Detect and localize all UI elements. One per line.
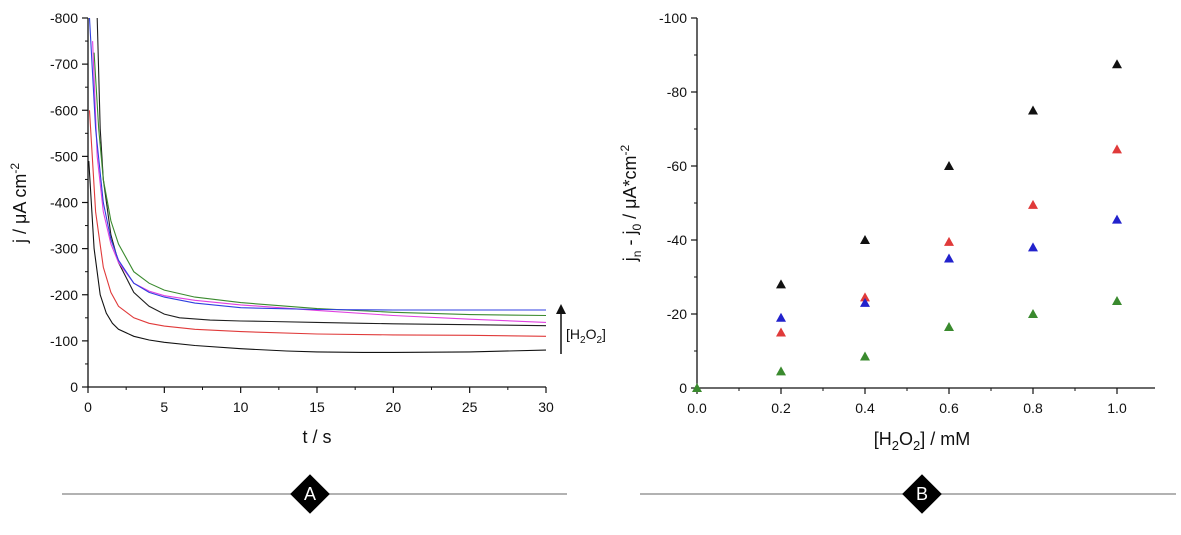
panel-a-x-tick-label: 30 [538,399,554,415]
panel-a-arrow-label: [H2O2] [566,326,606,346]
panel-a-y-tick-label: -300 [50,241,78,257]
panel-b-point-s4 [860,351,870,361]
panel-a-y-tick-label: -600 [50,102,78,118]
panel-a-y-tick-label: -700 [50,56,78,72]
panel-b-point-s4 [692,383,702,392]
panel-a-x-label: t / s [302,427,331,447]
panel-a-series-line-6 [88,160,546,353]
panel-a-y-tick-label: -400 [50,195,78,211]
panel-a-y-tick-label: -800 [50,10,78,26]
panel-b-point-s3 [860,297,870,307]
panel-a-badge-label: A [304,484,316,504]
panel-b-x-tick-label: 0.4 [855,400,875,416]
panel-b-point-s1 [1112,59,1122,69]
panel-a-y-tick-label: -100 [50,333,78,349]
panel-b-x-tick-label: 0.2 [771,400,791,416]
panel-a-series-line-2 [93,52,546,317]
panel-a-series-line-3 [92,41,546,323]
panel-a-diamond [290,474,330,514]
panel-b-point-s4 [1028,309,1038,318]
panel-b-y-tick-label: -60 [667,158,687,174]
panel-a-x-tick-label: 15 [309,399,325,415]
panel-b-point-s1 [776,279,786,289]
panel-b-x-tick-label: 1.0 [1107,400,1127,416]
panel-a-y-tick-label: -200 [50,287,78,303]
panel-a-series-line-5 [88,110,546,337]
panel-b-point-s1 [860,235,870,244]
panel-b-x-tick-label: 0.0 [687,400,707,416]
panel-a-x-tick-label: 5 [160,399,168,415]
panel-b-y-tick-label: -20 [667,306,687,322]
panel-b-y-label: jn - j0 / μA*cm-2 [618,144,644,262]
panel-a-series-line-4 [88,18,546,311]
panel-b-diamond [902,474,942,514]
panel-a-y-tick-label: 0 [70,379,78,395]
panel-a-x-tick-label: 10 [233,399,249,415]
panel-b-point-s1 [1028,105,1038,115]
panel-b-point-s2 [1028,199,1038,209]
panel-b-point-s3 [1028,242,1038,252]
panel-b-chart: 0 -20 -40 -60 -80 -100 0.0 0.2 0.4 0.6 0.8 1.0 [H2O2… [618,10,1155,453]
panel-b-y-tick-label: 0 [679,380,687,396]
panel-a-y-tick-label: -500 [50,148,78,164]
panel-b-point-s4 [776,366,786,376]
panel-b-point-s4 [944,321,954,331]
panel-b-point-s2 [860,292,870,302]
panel-b-y-tick-label: -40 [667,232,687,248]
panel-b-x-label: [H2O2] / mM [874,429,970,453]
panel-b-point-s3 [944,253,954,263]
panel-b-y-tick-label: -100 [659,10,687,26]
panel-a-y-label: j / μA cm-2 [8,163,30,244]
panel-b-badge-label: B [916,484,928,504]
panel-b-point-s3 [776,312,786,322]
panel-a-x-tick-label: 0 [84,399,92,415]
panel-b-badge: B [640,474,1176,514]
panel-a-trend-arrow-head [556,304,566,314]
panel-b-point-s3 [1112,214,1122,224]
panel-a-x-tick-label: 25 [462,399,478,415]
panel-a-x-tick-label: 20 [386,399,402,415]
panel-a-series-line-1 [96,18,546,327]
panel-b-x-tick-label: 0.6 [939,400,959,416]
panel-b-point-s2 [776,327,786,337]
panel-b-point-s2 [944,236,954,246]
panel-b-y-tick-label: -80 [667,84,687,100]
panel-a-chart: 0 -100 -200 -300 -400 -500 -600 -700 -800 0 5 10 15 2… [8,10,606,447]
panel-b-point-s1 [944,161,954,170]
panel-a-badge: A [62,474,567,514]
panel-b-point-s4 [1112,296,1122,306]
panel-b-point-s2 [1112,144,1122,154]
panel-b-x-tick-label: 0.8 [1023,400,1043,416]
